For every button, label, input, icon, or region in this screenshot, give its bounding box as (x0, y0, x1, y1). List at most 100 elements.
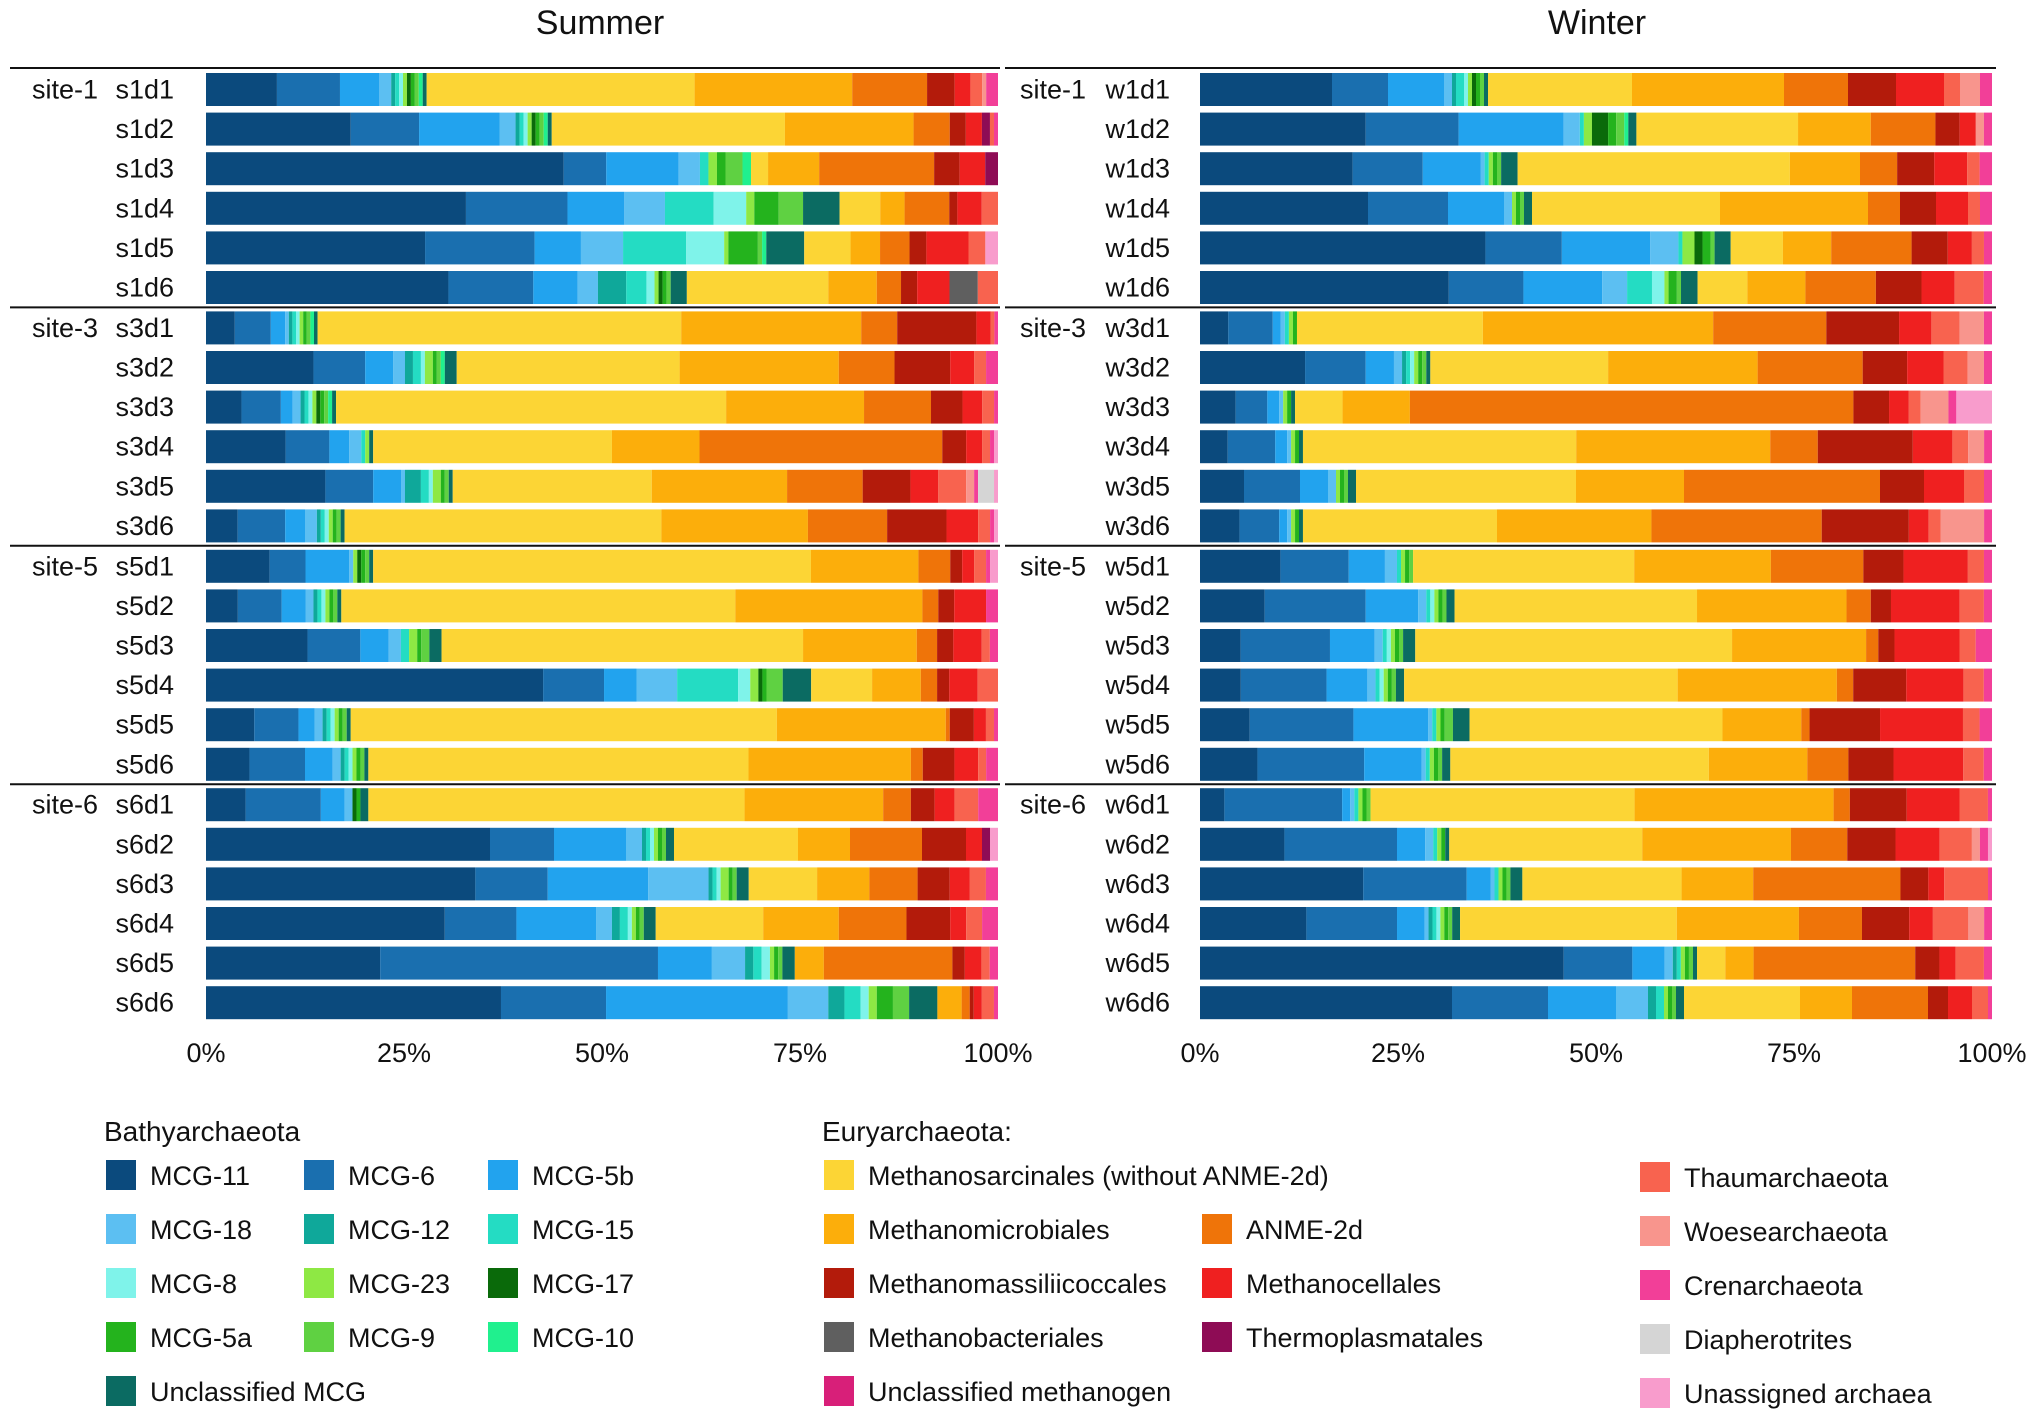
bar-segment-w6d6-methanocellales (1948, 986, 1972, 1020)
bar-segment-s1d4-anme-2d (904, 191, 950, 225)
bar-segment-s1d6-mcg-5b (533, 271, 578, 304)
bar-segment-w6d2-anme-2d (1790, 827, 1848, 861)
bar-segment-w1d1-mcg-11 (1200, 73, 1332, 106)
bar-segment-s1d6-thaumarchaeota (977, 271, 998, 304)
bar-segment-w1d5-methanosarcinales-without-anme-2d (1730, 231, 1783, 265)
bar-segment-s1d1-thaumarchaeota (970, 73, 983, 106)
bar-segment-w1d1-mcg-23 (1468, 73, 1472, 106)
legend-label-diapherotrites: Diapherotrites (1684, 1325, 1852, 1355)
bar-segment-w1d3-methanosarcinales-without-anme-2d (1517, 152, 1790, 186)
bar-segment-w3d3-thaumarchaeota (1908, 390, 1921, 424)
bar-segment-s5d2-mcg-12 (313, 589, 318, 623)
bar-segment-w3d6-mcg-5b (1279, 509, 1288, 543)
bar-segment-s3d5-mcg-18 (401, 469, 405, 503)
bar-segment-w1d5-mcg-11 (1200, 231, 1486, 265)
bar-segment-w5d4-mcg-9 (1391, 668, 1396, 702)
bar-segment-s6d6-methanomassiliicoccales (969, 986, 974, 1020)
bar-segment-w6d3-mcg-11 (1200, 867, 1364, 901)
bar-segment-w1d2-mcg-6 (1365, 112, 1459, 146)
bar-segment-w3d3-woesearchaeota (1920, 390, 1949, 424)
bar-segment-w3d1-methanosarcinales-without-anme-2d (1296, 311, 1483, 345)
bar-segment-s3d4-mcg-18 (349, 430, 362, 464)
bar-segment-s6d3-methanosarcinales-without-anme-2d (748, 867, 818, 901)
bar-segment-s1d6-mcg-8 (646, 271, 655, 304)
bar-segment-w5d5-methanocellales (1880, 708, 1963, 742)
bar-segment-w5d2-methanomicrobiales (1697, 589, 1847, 623)
bar-segment-s5d4-methanomassiliicoccales (937, 668, 950, 702)
bar-segment-s6d2-thermoplasmatales (982, 827, 990, 861)
sample-label-w1d5: w1d5 (1104, 233, 1170, 263)
legend-label-mcg-15: MCG-15 (532, 1215, 634, 1245)
bar-segment-w5d6-methanomicrobiales (1708, 747, 1808, 781)
bar-segment-s1d2-methanocellales (965, 112, 982, 146)
bar-segment-w3d2-mcg-23 (1414, 351, 1419, 384)
bar-segment-s3d3-methanocellales (962, 390, 983, 424)
bar-segment-w3d2-mcg-15 (1406, 351, 1411, 384)
bar-segment-w1d1-mcg-8 (1464, 73, 1468, 106)
bar-segment-w6d6-mcg-23 (1664, 986, 1668, 1020)
bar-segment-s1d2-mcg-11 (206, 112, 351, 146)
bar-segment-w5d2-thaumarchaeota (1959, 589, 1984, 623)
bar-segment-s3d2-anme-2d (838, 351, 895, 384)
bar-segment-w6d4-methanomassiliicoccales (1861, 907, 1910, 940)
winter-site-label: site-5 (1020, 551, 1086, 581)
bar-segment-w6d1-anme-2d (1833, 788, 1850, 822)
bar-segment-w5d3-methanomicrobiales (1732, 629, 1867, 662)
bar-segment-w1d3-mcg-6 (1352, 152, 1423, 186)
bar-segment-s5d3-unclassified-mcg (429, 629, 442, 662)
bar-segment-w1d2-mcg-11 (1200, 112, 1366, 146)
bar-segment-w1d1-mcg-15 (1456, 73, 1464, 106)
sample-label-w6d1: w6d1 (1104, 790, 1170, 820)
bar-segment-s3d2-methanosarcinales-without-anme-2d (456, 351, 680, 384)
bar-segment-w3d3-methanomassiliicoccales (1853, 390, 1890, 424)
bar-segment-w3d6-crenarchaeota (1984, 509, 1992, 543)
bar-segment-s3d2-mcg-6 (313, 351, 366, 384)
bar-segment-w3d5-thaumarchaeota (1964, 469, 1984, 503)
bar-segment-s6d1-mcg-6 (245, 788, 321, 822)
bar-segment-s3d6-methanosarcinales-without-anme-2d (344, 509, 662, 543)
bar-segment-s3d6-unclassified-mcg (340, 509, 345, 543)
bar-segment-w5d1-mcg-5b (1348, 549, 1385, 583)
legend-label-mcg-9: MCG-9 (348, 1323, 435, 1353)
bar-segment-w1d4-crenarchaeota (1980, 191, 1992, 225)
sample-label-s6d4: s6d4 (115, 909, 174, 939)
bar-segment-w3d4-mcg-23 (1291, 430, 1296, 464)
bar-segment-w6d6-mcg-6 (1452, 986, 1548, 1020)
bar-segment-s1d1-mcg-11 (206, 73, 277, 106)
bar-segment-w1d3-crenarchaeota (1979, 152, 1993, 186)
bar-segment-s6d6-mcg-18 (787, 986, 829, 1020)
sample-label-w3d1: w3d1 (1104, 313, 1170, 343)
bar-segment-s5d5-crenarchaeota (993, 708, 998, 742)
legend-swatch-methanosarcinales-without-anme-2d (824, 1160, 854, 1190)
bar-segment-s6d2-mcg-23 (654, 827, 658, 861)
bar-segment-w1d2-mcg-17 (1591, 112, 1609, 146)
bar-segment-w5d3-anme-2d (1866, 629, 1879, 662)
bar-segment-w1d5-mcg-17 (1694, 231, 1703, 265)
bar-segment-s3d2-methanocellales (950, 351, 975, 384)
legend-label-methanobacteriales: Methanobacteriales (868, 1323, 1104, 1353)
bar-segment-w6d2-methanosarcinales-without-anme-2d (1449, 827, 1643, 861)
bar-segment-s5d6-methanocellales (954, 747, 979, 781)
bar-segment-w1d2-mcg-5b (1458, 112, 1564, 146)
bar-segment-s6d3-thaumarchaeota (969, 867, 986, 901)
bar-segment-w5d1-anme-2d (1770, 549, 1864, 583)
bar-segment-w6d1-mcg-9 (1366, 788, 1371, 822)
bar-segment-s1d2-mcg-17 (531, 112, 536, 146)
bar-segment-s1d1-mcg-6 (276, 73, 340, 106)
bar-segment-w6d4-unclassified-mcg (1452, 907, 1461, 940)
bar-segment-s6d1-crenarchaeota (978, 788, 998, 822)
bar-segment-w3d4-anme-2d (1770, 430, 1818, 464)
bar-segment-s5d5-mcg-11 (206, 708, 255, 742)
bar-segment-w3d5-mcg-18 (1328, 469, 1336, 503)
bar-segment-w5d3-unclassified-mcg (1403, 629, 1416, 662)
sample-label-s1d5: s1d5 (115, 233, 174, 263)
bar-segment-w6d2-methanomicrobiales (1642, 827, 1791, 861)
bar-segment-w1d2-methanosarcinales-without-anme-2d (1636, 112, 1799, 146)
legend-swatch-mcg-17 (488, 1268, 518, 1298)
bar-segment-s5d5-methanomicrobiales (776, 708, 946, 742)
bar-segment-s6d3-mcg-8 (716, 867, 721, 901)
bar-segment-s3d6-mcg-18 (305, 509, 317, 543)
bar-segment-w1d4-mcg-5b (1448, 191, 1504, 225)
winter-site-label: site-6 (1020, 790, 1086, 820)
bar-segment-w6d3-methanocellales (1928, 867, 1945, 901)
